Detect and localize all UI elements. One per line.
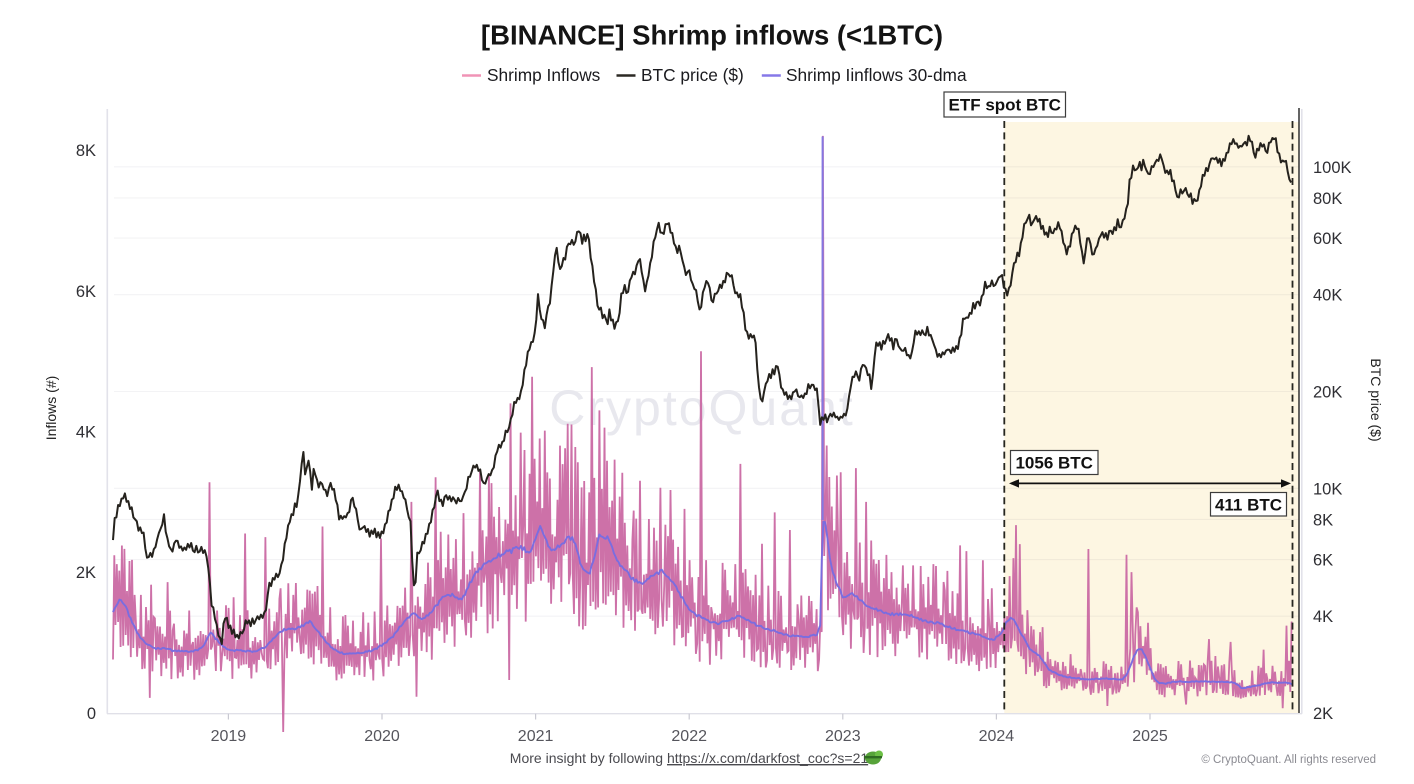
svg-text:60K: 60K <box>1313 230 1342 248</box>
svg-text:Shrimp Inflows: Shrimp Inflows <box>487 65 601 85</box>
svg-text:20K: 20K <box>1313 384 1342 402</box>
svg-text:2023: 2023 <box>825 728 861 745</box>
svg-text:2019: 2019 <box>211 728 247 745</box>
svg-text:More insight by following http: More insight by following https://x.com/… <box>510 750 869 766</box>
svg-text:2021: 2021 <box>518 728 554 745</box>
svg-text:80K: 80K <box>1313 190 1342 208</box>
svg-text:4K: 4K <box>1313 608 1333 626</box>
svg-text:8K: 8K <box>76 142 96 160</box>
svg-text:[BINANCE] Shrimp inflows (<1BT: [BINANCE] Shrimp inflows (<1BTC) <box>481 20 943 51</box>
svg-text:Inflows (#): Inflows (#) <box>43 376 59 441</box>
svg-text:Shrimp Iinflows 30-dma: Shrimp Iinflows 30-dma <box>786 65 967 85</box>
svg-text:BTC price ($): BTC price ($) <box>641 65 744 85</box>
svg-text:2022: 2022 <box>671 728 707 745</box>
svg-text:1056 BTC: 1056 BTC <box>1015 454 1092 473</box>
svg-text:ETF spot BTC: ETF spot BTC <box>949 96 1061 115</box>
svg-text:40K: 40K <box>1313 287 1342 305</box>
svg-text:10K: 10K <box>1313 480 1342 498</box>
svg-text:411 BTC: 411 BTC <box>1215 496 1282 515</box>
svg-text:© CryptoQuant. All rights rese: © CryptoQuant. All rights reserved <box>1201 754 1376 766</box>
svg-text:2K: 2K <box>76 564 96 582</box>
svg-text:0: 0 <box>87 705 96 723</box>
svg-text:2020: 2020 <box>364 728 400 745</box>
svg-text:BTC price ($): BTC price ($) <box>1368 358 1384 441</box>
svg-text:8K: 8K <box>1313 511 1333 529</box>
svg-text:2K: 2K <box>1313 705 1333 723</box>
svg-text:2024: 2024 <box>979 728 1015 745</box>
svg-text:6K: 6K <box>1313 552 1333 570</box>
svg-text:6K: 6K <box>76 283 96 301</box>
svg-text:100K: 100K <box>1313 159 1352 177</box>
svg-text:4K: 4K <box>76 424 96 442</box>
svg-text:2025: 2025 <box>1132 728 1168 745</box>
